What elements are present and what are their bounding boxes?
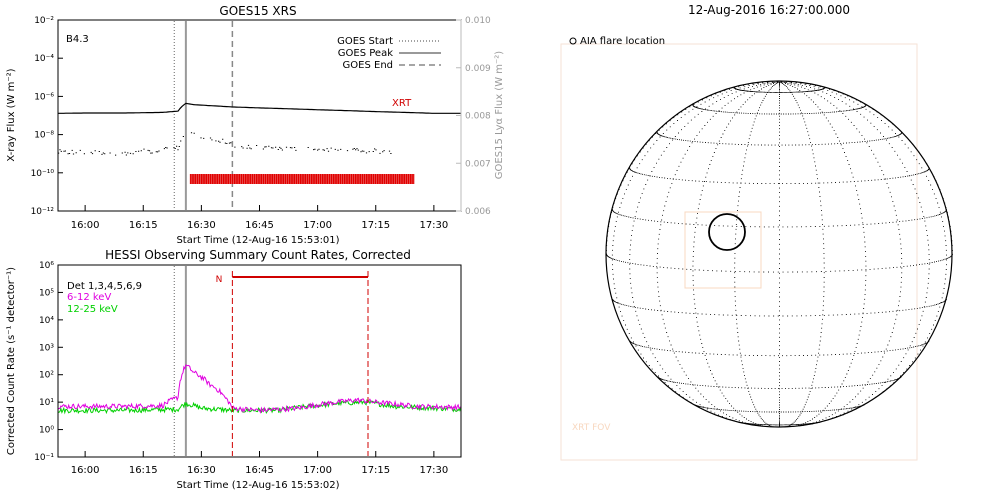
goes-time-markers bbox=[173, 21, 234, 210]
hessi-title: HESSI Observing Summary Count Rates, Cor… bbox=[105, 248, 411, 262]
goes-class-label: B4.3 bbox=[66, 34, 89, 45]
goes-x-axis-title: Start Time (12-Aug-16 15:53:01) bbox=[176, 235, 339, 246]
hessi-y-tick-label: 10⁴ bbox=[39, 316, 54, 326]
goes-y-tick-label: 10⁻¹² bbox=[31, 207, 55, 217]
hessi-y-tick-label: 10² bbox=[39, 371, 54, 381]
goes-y-tick-label: 10⁻⁴ bbox=[34, 54, 54, 64]
goes-x-tick-label: 16:15 bbox=[129, 220, 158, 231]
goes-x-tick-label: 16:30 bbox=[187, 220, 216, 231]
goes-y-tick-label: 10⁻⁸ bbox=[34, 131, 54, 141]
goes-y-axis-title: X-ray Flux (W m⁻²) bbox=[6, 68, 17, 161]
xrt-fov-box bbox=[684, 211, 762, 289]
hessi-y-axis: 10⁻¹ 10⁰ 10¹ 10² 10³ 10⁴ 10⁵ 10⁶ bbox=[34, 261, 63, 463]
hessi-plot-frame bbox=[57, 264, 462, 458]
legend-goes-peak-label: GOES Peak bbox=[338, 48, 393, 59]
aia-legend-marker bbox=[569, 37, 577, 45]
xrt-coverage-ticks bbox=[189, 174, 415, 184]
goes-y2-tick-label: 0.010 bbox=[465, 16, 491, 26]
goes-y2-tick-label: 0.008 bbox=[465, 112, 491, 122]
goes-panel: GOES15 XRS 10⁻¹² 10⁻¹⁰ 10⁻⁸ 10⁻⁶ 10⁻⁴ 10⁻² 0.… bbox=[6, 4, 505, 246]
aia-flare-location-marker bbox=[708, 213, 746, 251]
goes-y-tick-label: 10⁻² bbox=[34, 16, 54, 26]
legend-6-12kev: 6-12 keV bbox=[67, 292, 111, 303]
goes-x-tick-label: 16:00 bbox=[71, 220, 100, 231]
hessi-x-tick-label: 16:00 bbox=[71, 465, 100, 476]
solar-limb bbox=[605, 80, 953, 428]
goes-series bbox=[58, 102, 461, 184]
goes-x-tick-label: 16:45 bbox=[245, 220, 274, 231]
hessi-series-line-12-25-keV bbox=[57, 398, 462, 415]
goes-y-tick-label: 10⁻⁶ bbox=[34, 92, 54, 102]
solar-grid bbox=[606, 81, 953, 428]
legend-12-25kev: 12-25 keV bbox=[67, 304, 118, 315]
hessi-x-tick-label: 16:45 bbox=[245, 465, 274, 476]
goes-y2-axis-title: GOES15 Lyα Flux (W m⁻²) bbox=[494, 51, 505, 179]
hessi-x-tick-label: 17:15 bbox=[361, 465, 390, 476]
hessi-night-interval bbox=[231, 271, 369, 456]
hessi-x-tick-label: 16:30 bbox=[187, 465, 216, 476]
goes-x-axis: 16:00 16:15 16:30 16:45 17:00 17:15 17:30 bbox=[71, 205, 448, 231]
hessi-panel: HESSI Observing Summary Count Rates, Cor… bbox=[6, 248, 462, 491]
solar-title: 12-Aug-2016 16:27:00.000 bbox=[688, 3, 850, 17]
goes-x-tick-label: 17:00 bbox=[303, 220, 332, 231]
goes-y2-axis: 0.006 0.007 0.008 0.009 0.010 bbox=[456, 16, 491, 217]
goes-long-channel-line bbox=[58, 102, 461, 114]
goes-y-tick-label: 10⁻¹⁰ bbox=[31, 169, 55, 179]
hessi-series bbox=[57, 364, 462, 415]
hessi-y-tick-label: 10⁶ bbox=[39, 261, 54, 271]
goes-y-axis: 10⁻¹² 10⁻¹⁰ 10⁻⁸ 10⁻⁶ 10⁻⁴ 10⁻² bbox=[31, 16, 63, 217]
goes-title: GOES15 XRS bbox=[219, 4, 296, 18]
goes-y2-tick-label: 0.006 bbox=[465, 207, 491, 217]
hessi-x-axis: 16:00 16:15 16:30 16:45 17:00 17:15 17:30 bbox=[71, 451, 448, 476]
hessi-y-tick-label: 10³ bbox=[39, 343, 54, 353]
hessi-x-tick-label: 17:30 bbox=[419, 465, 448, 476]
hessi-x-axis-title: Start Time (12-Aug-16 15:53:02) bbox=[176, 480, 339, 491]
goes-y2-tick-label: 0.009 bbox=[465, 64, 491, 74]
hessi-y-tick-label: 10⁻¹ bbox=[34, 453, 54, 463]
hessi-y-axis-title: Corrected Count Rate (s⁻¹ detector⁻¹) bbox=[6, 267, 17, 455]
hessi-time-markers bbox=[173, 266, 187, 456]
goes-x-tick-label: 17:15 bbox=[361, 220, 390, 231]
solar-lat-lon-grid bbox=[606, 81, 953, 428]
aia-legend-label: AIA flare location bbox=[580, 36, 665, 47]
hessi-x-tick-label: 17:00 bbox=[303, 465, 332, 476]
goes-short-channel-points bbox=[58, 132, 392, 156]
xrt-label: XRT bbox=[392, 98, 412, 109]
legend-goes-start-label: GOES Start bbox=[337, 36, 393, 47]
goes-x-tick-label: 17:30 bbox=[419, 220, 448, 231]
solar-panel: 12-Aug-2016 16:27:00.000 AIA flare locat… bbox=[560, 3, 953, 461]
goes-legend: GOES Start GOES Peak GOES End bbox=[337, 36, 441, 71]
hessi-y-tick-label: 10⁵ bbox=[39, 288, 54, 298]
legend-goes-end-label: GOES End bbox=[343, 60, 393, 71]
hessi-y-tick-label: 10¹ bbox=[39, 398, 54, 408]
hessi-x-tick-label: 16:15 bbox=[129, 465, 158, 476]
hessi-detectors-label: Det 1,3,4,5,6,9 bbox=[67, 281, 142, 292]
hessi-legend: Det 1,3,4,5,6,9 6-12 keV 12-25 keV bbox=[67, 281, 142, 315]
hessi-night-label: N bbox=[216, 275, 223, 285]
xrt-fov-label: XRT FOV bbox=[572, 423, 611, 433]
solar-frame bbox=[560, 43, 918, 461]
hessi-y-tick-label: 10⁰ bbox=[39, 426, 54, 436]
goes-y2-tick-label: 0.007 bbox=[465, 159, 491, 169]
hessi-series-line-6-12-keV bbox=[57, 364, 462, 414]
